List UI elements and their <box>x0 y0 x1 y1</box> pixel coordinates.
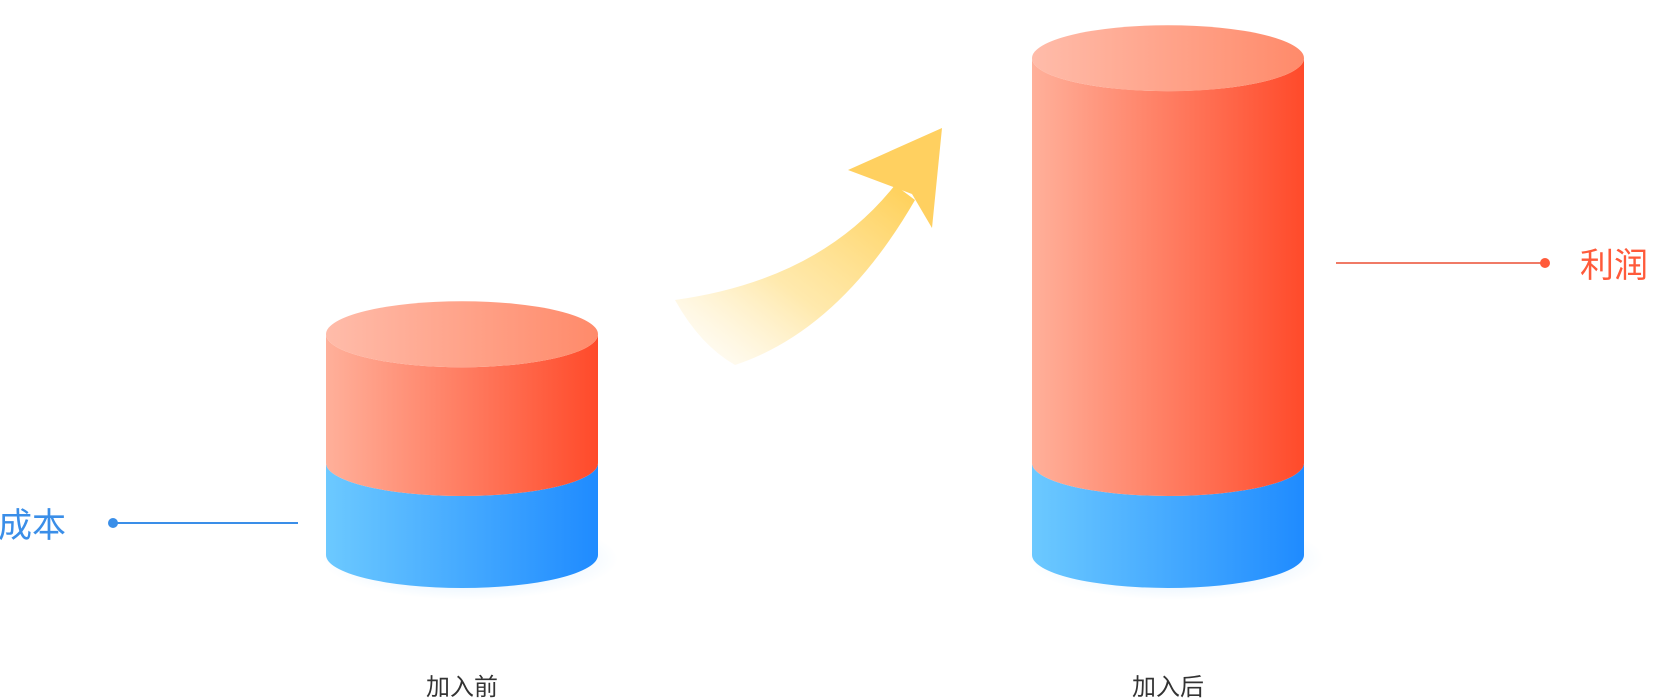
cost-bar-0 <box>326 463 598 588</box>
up-arrow-body <box>675 185 915 365</box>
cost-bar-1 <box>1032 463 1304 588</box>
up-arrow-head <box>848 128 942 228</box>
profit-bar-1 <box>1032 58 1304 496</box>
cost-leader <box>108 518 298 528</box>
profit-leader <box>1336 258 1550 268</box>
cylinder-top-0 <box>326 301 598 368</box>
cost-leader-dot <box>108 518 118 528</box>
category-label-after: 加入后 <box>1132 673 1204 700</box>
category-label-before: 加入前 <box>426 673 498 700</box>
profit-bar-0 <box>326 334 598 496</box>
cylinders <box>322 25 1324 600</box>
legend-label-cost: 成本 <box>0 506 66 546</box>
cylinder-top-1 <box>1032 25 1304 92</box>
profit-leader-dot <box>1540 258 1550 268</box>
legend-label-profit: 利润 <box>1580 246 1648 286</box>
up-arrow-icon <box>675 128 942 365</box>
